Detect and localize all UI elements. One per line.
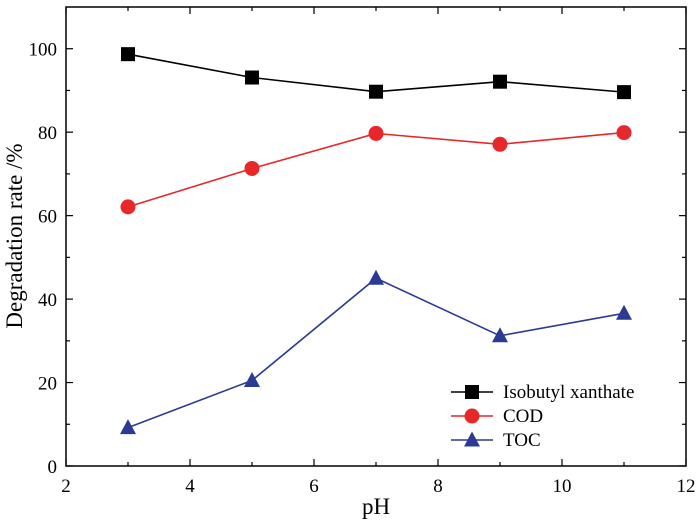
data-point-isobutyl-xanthate bbox=[245, 70, 259, 85]
y-tick-label: 80 bbox=[38, 123, 57, 144]
plot-frame bbox=[65, 6, 687, 467]
data-point-toc bbox=[616, 304, 632, 320]
series-isobutyl-xanthate bbox=[121, 47, 631, 100]
data-point-toc bbox=[244, 371, 260, 387]
y-tick-label: 100 bbox=[29, 40, 58, 61]
y-tick-label: 40 bbox=[38, 290, 57, 311]
y-tick-label: 0 bbox=[48, 457, 58, 478]
data-point-cod bbox=[616, 125, 632, 141]
series-toc bbox=[120, 269, 632, 435]
legend-marker bbox=[465, 385, 479, 399]
data-point-isobutyl-xanthate bbox=[369, 84, 383, 99]
x-tick-label: 10 bbox=[553, 476, 572, 497]
x-tick-label: 2 bbox=[61, 476, 71, 497]
data-point-toc bbox=[368, 269, 384, 285]
legend-label: TOC bbox=[503, 430, 541, 451]
legend-item-toc: TOC bbox=[451, 430, 541, 451]
series-layer bbox=[120, 47, 632, 435]
y-tick-label: 60 bbox=[38, 207, 57, 228]
legend-label: COD bbox=[503, 406, 543, 427]
x-tick-label: 4 bbox=[185, 476, 195, 497]
x-tick-label: 8 bbox=[433, 476, 443, 497]
data-point-toc bbox=[492, 327, 508, 343]
series-cod bbox=[120, 125, 632, 215]
series-line-toc bbox=[127, 277, 625, 429]
legend-label: Isobutyl xanthate bbox=[503, 382, 634, 403]
x-tick-label: 12 bbox=[677, 476, 696, 497]
legend-item-cod: COD bbox=[451, 406, 543, 427]
x-tick-label: 6 bbox=[309, 476, 319, 497]
data-point-isobutyl-xanthate bbox=[493, 74, 507, 89]
y-axis-title: Degradation rate /% bbox=[2, 143, 27, 328]
legend-marker bbox=[464, 408, 480, 424]
data-point-isobutyl-xanthate bbox=[617, 85, 631, 100]
legend: Isobutyl xanthate COD TOC bbox=[451, 382, 634, 451]
data-point-cod bbox=[244, 160, 260, 176]
x-axis-title: pH bbox=[362, 494, 390, 519]
legend-marker bbox=[464, 431, 480, 447]
data-point-cod bbox=[368, 125, 384, 141]
data-point-toc bbox=[120, 419, 136, 435]
data-point-cod bbox=[120, 199, 136, 215]
data-point-isobutyl-xanthate bbox=[121, 47, 135, 62]
y-tick-label: 20 bbox=[38, 374, 57, 395]
series-line-cod bbox=[127, 131, 625, 208]
axis-ticks: 2 4 6 8 10 12 0 20 40 60 80 100 bbox=[29, 7, 696, 497]
legend-item-isobutyl-xanthate: Isobutyl xanthate bbox=[451, 382, 634, 403]
data-point-cod bbox=[492, 136, 508, 152]
